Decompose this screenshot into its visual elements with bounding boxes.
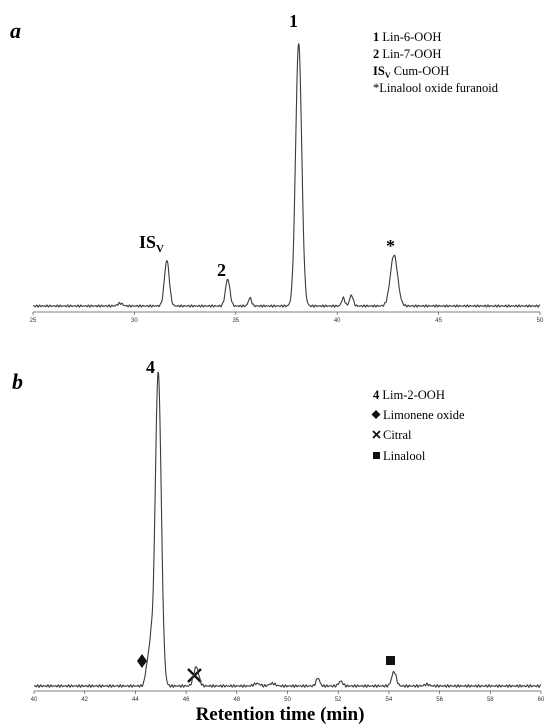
peak-label-isv-sub: V [156, 243, 164, 255]
legend-a-item-2: 2 Lin-7-OOH [373, 47, 441, 61]
panel-a-trace [32, 43, 541, 308]
panel-b-trace [33, 371, 542, 689]
x-axis-title: Retention time (min) [196, 704, 365, 725]
x-tick-label: 45 [435, 318, 442, 324]
x-tick-label: 54 [386, 697, 393, 703]
peak-label-2: 2 [217, 260, 226, 280]
peak-square-icon [386, 656, 395, 665]
legend-a-text-3: Cum-OOH [394, 64, 450, 78]
legend-a-key-3: IS [373, 64, 385, 78]
panel-a-letter: a [10, 18, 21, 43]
x-tick-label: 40 [31, 697, 38, 703]
legend-a-text-2: Lin-7-OOH [382, 47, 441, 61]
x-tick-label: 46 [183, 697, 190, 703]
legend-a-key-1: 1 [373, 30, 379, 44]
panel-a-legend: 1 Lin-6-OOH 2 Lin-7-OOH ISV Cum-OOH *Lin… [373, 30, 499, 95]
x-tick-label: 30 [131, 318, 138, 324]
peak-cross-icon [187, 668, 202, 683]
peak-diamond-icon [137, 654, 147, 668]
panel-b-legend: 4 Lim-2-OOH Limonene oxide Citral Linalo… [371, 388, 465, 463]
x-tick-label: 44 [132, 697, 139, 703]
peak-label-4: 4 [146, 357, 155, 377]
x-tick-label: 40 [334, 318, 341, 324]
legend-b-text-3: Citral [383, 428, 412, 442]
legend-b-text-2: Limonene oxide [383, 408, 465, 422]
legend-b-text-4: Linalool [383, 449, 426, 463]
legend-b-key-1: 4 [373, 388, 380, 402]
legend-a-text-4: *Linalool oxide furanoid [373, 81, 499, 95]
x-tick-label: 50 [537, 318, 544, 324]
x-tick-label: 42 [81, 697, 88, 703]
diamond-icon [371, 410, 381, 419]
legend-a-text-1: Lin-6-OOH [382, 30, 441, 44]
x-tick-label: 48 [233, 697, 240, 703]
legend-a-item-3: ISV Cum-OOH [373, 64, 449, 81]
x-tick-label: 25 [30, 318, 37, 324]
legend-b-text-1: Lim-2-OOH [382, 388, 445, 402]
cross-icon [372, 430, 381, 439]
panel-b-ticks: 40 42 44 46 48 50 52 54 56 58 60 [31, 691, 545, 703]
x-tick-label: 58 [487, 697, 494, 703]
legend-b-item-4: Linalool [373, 449, 426, 463]
legend-a-item-4: *Linalool oxide furanoid [373, 81, 499, 95]
x-tick-label: 35 [232, 318, 239, 324]
x-tick-label: 56 [436, 697, 443, 703]
panel-a-ticks: 25 30 35 40 45 50 [30, 312, 544, 324]
peak-label-isv: ISV [139, 232, 164, 255]
x-tick-label: 52 [335, 697, 342, 703]
legend-a-key-2: 2 [373, 47, 379, 61]
legend-a-item-1: 1 Lin-6-OOH [373, 30, 441, 44]
square-icon [373, 452, 380, 459]
legend-a-key-3-sub: V [385, 71, 391, 80]
legend-b-item-1: 4 Lim-2-OOH [373, 388, 445, 402]
x-tick-label: 60 [538, 697, 545, 703]
legend-b-item-2: Limonene oxide [371, 408, 465, 422]
legend-b-item-3: Citral [372, 428, 412, 442]
peak-label-1: 1 [289, 11, 298, 31]
peak-label-star: * [386, 236, 395, 256]
x-tick-label: 50 [284, 697, 291, 703]
peak-label-isv-main: IS [139, 232, 156, 252]
panel-b-letter: b [12, 369, 23, 394]
